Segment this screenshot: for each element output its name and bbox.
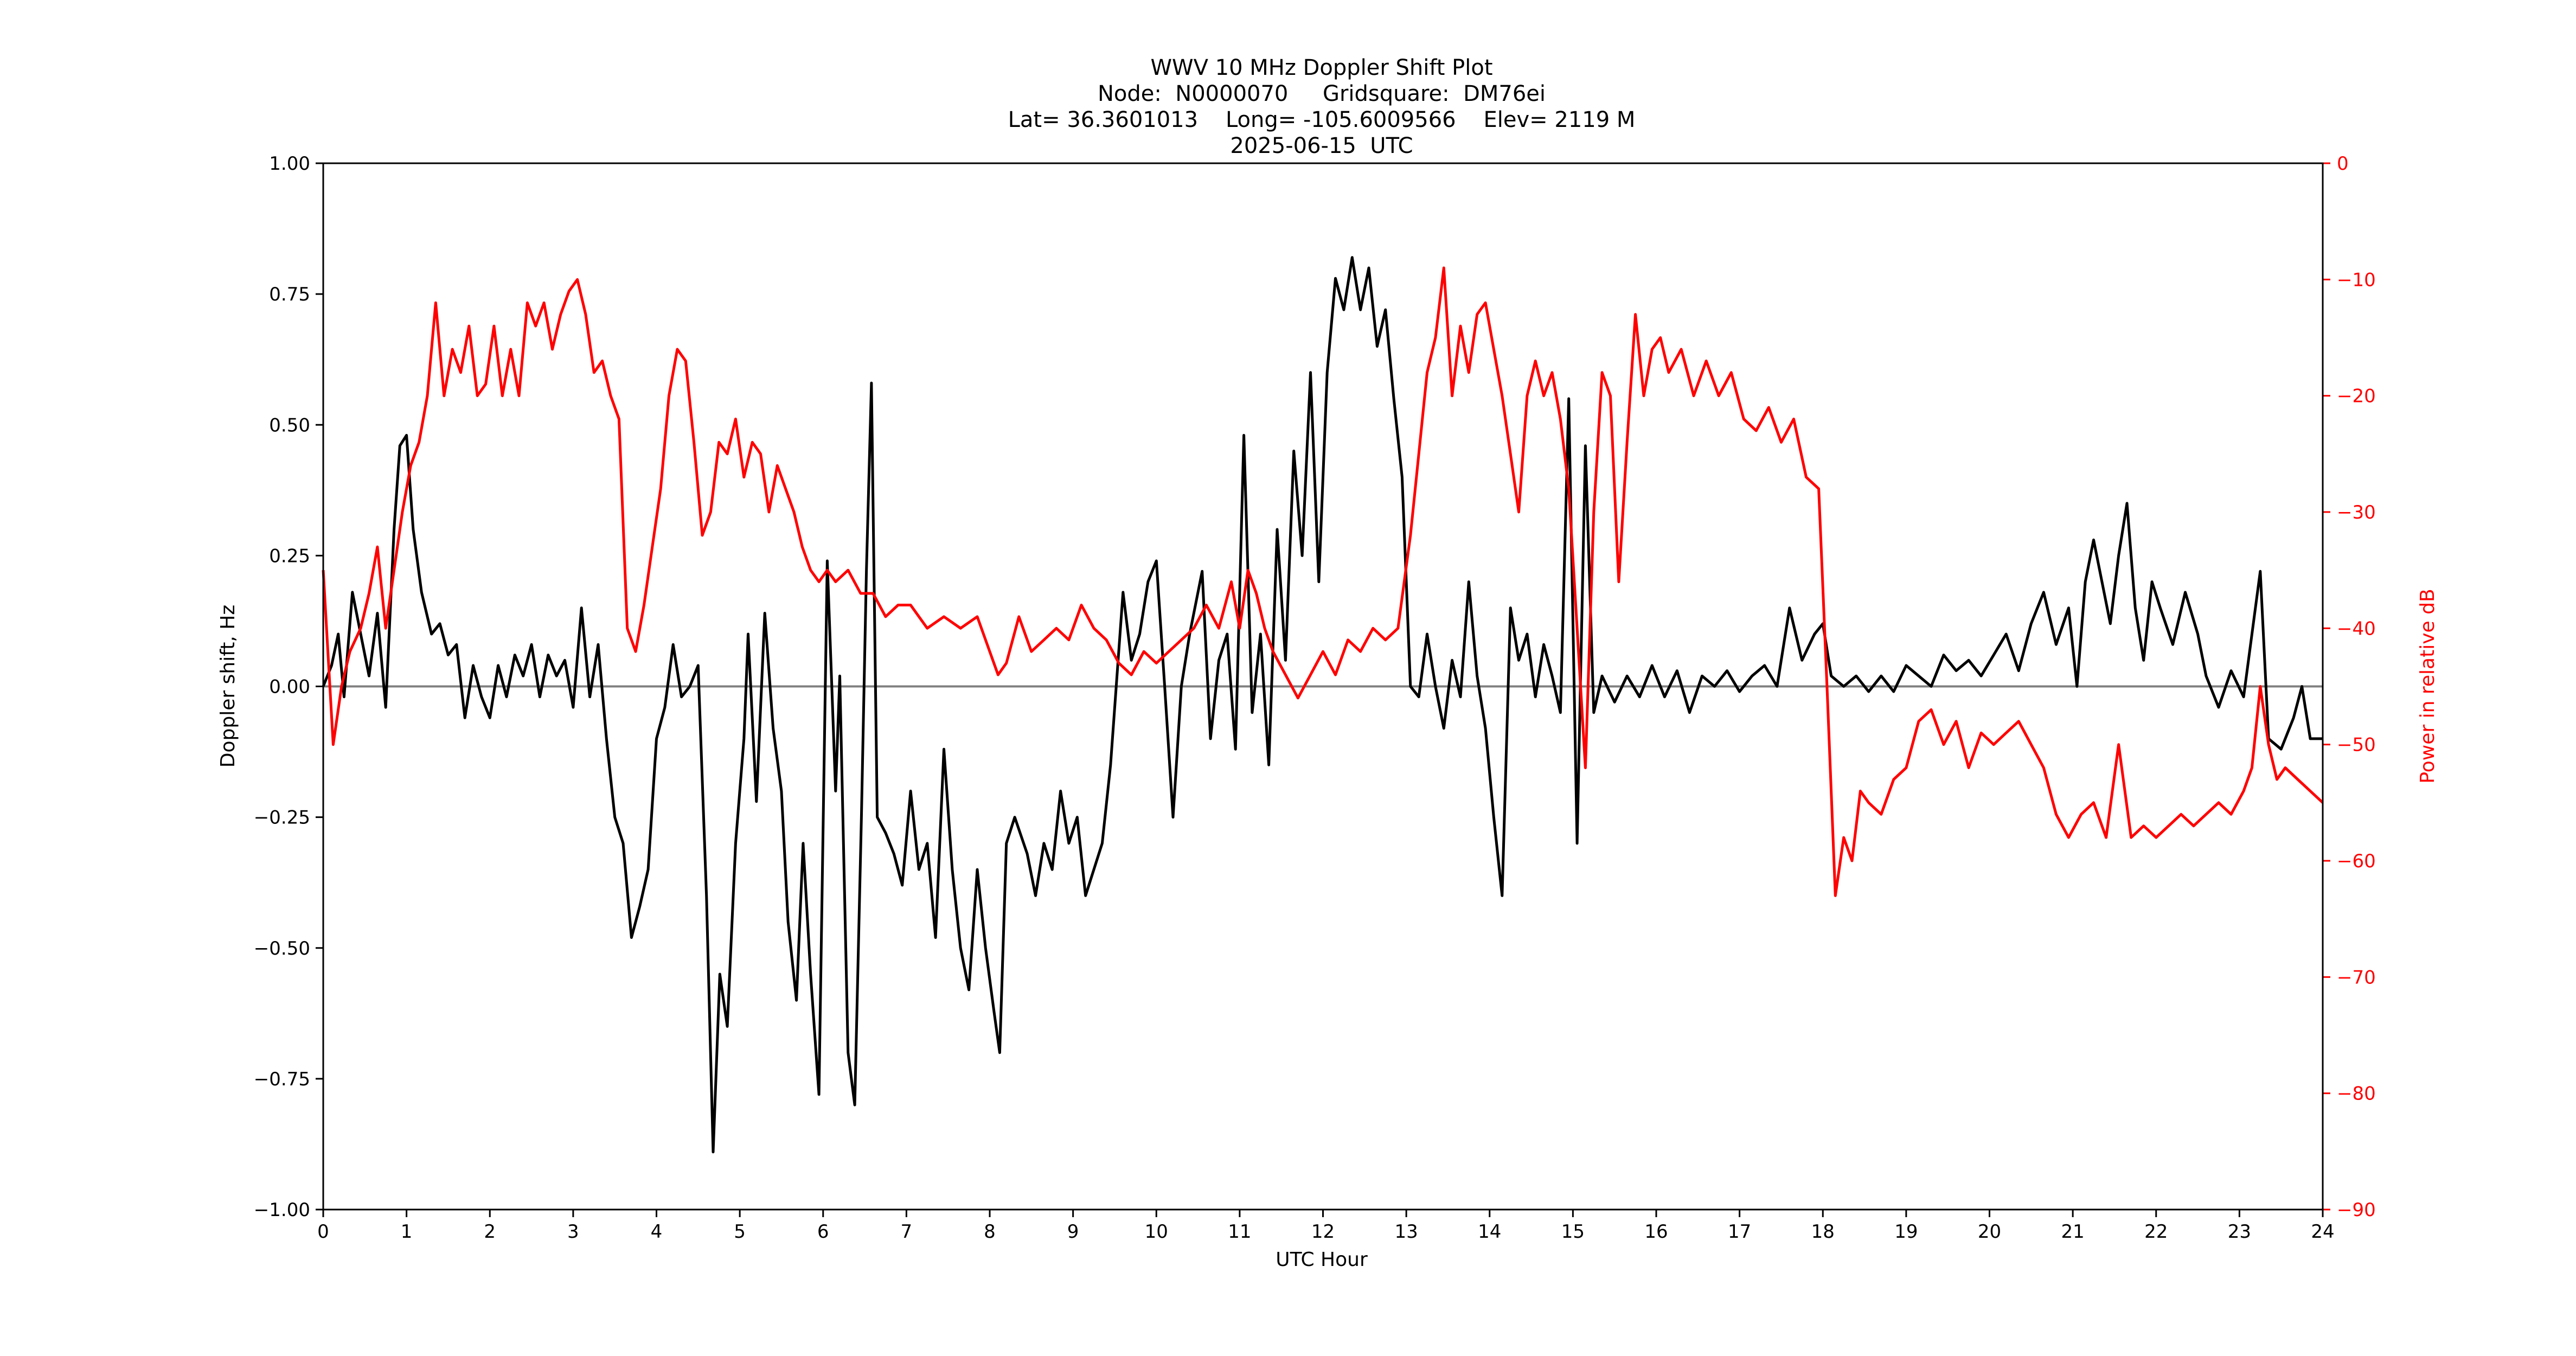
y-left-tick-label: 0.00	[269, 676, 310, 698]
x-tick-label: 15	[1561, 1221, 1585, 1243]
title-line-3: Lat= 36.3601013 Long= -105.6009566 Elev=…	[1008, 107, 1636, 132]
x-tick-label: 5	[734, 1221, 746, 1243]
y-left-tick-label: −0.75	[254, 1069, 310, 1090]
y-right-tick-label: −50	[2337, 734, 2376, 756]
y-left-axis-ticks: 1.00 0.75 0.50 0.25 0.00 −0.25 −0.50 −0.75 −1.00	[254, 153, 323, 1221]
x-tick-label: 0	[317, 1221, 329, 1243]
x-tick-label: 17	[1728, 1221, 1751, 1243]
x-tick-label: 10	[1145, 1221, 1168, 1243]
y-right-tick-label: −30	[2337, 502, 2376, 523]
y-right-tick-label: −80	[2337, 1083, 2376, 1105]
x-tick-label: 3	[567, 1221, 579, 1243]
y-left-tick-label: −0.25	[254, 807, 310, 829]
title-line-4: 2025-06-15 UTC	[1230, 133, 1413, 158]
x-tick-label: 1	[401, 1221, 413, 1243]
x-tick-label: 18	[1811, 1221, 1835, 1243]
x-tick-label: 11	[1228, 1221, 1251, 1243]
x-tick-label: 24	[2311, 1221, 2334, 1243]
y-right-tick-label: 0	[2337, 153, 2349, 175]
y-left-tick-label: 0.25	[269, 545, 310, 567]
y-left-tick-label: 1.00	[269, 153, 310, 175]
x-tick-label: 22	[2144, 1221, 2168, 1243]
y-right-axis-label: Power in relative dB	[2417, 589, 2439, 783]
x-tick-label: 4	[651, 1221, 663, 1243]
y-right-tick-label: −90	[2337, 1199, 2376, 1221]
x-tick-label: 23	[2228, 1221, 2251, 1243]
x-tick-label: 2	[484, 1221, 496, 1243]
title-line-2: Node: N0000070 Gridsquare: DM76ei	[1098, 81, 1546, 106]
x-tick-label: 16	[1644, 1221, 1668, 1243]
x-tick-label: 7	[901, 1221, 913, 1243]
y-left-axis-label: Doppler shift, Hz	[217, 605, 239, 767]
x-tick-label: 6	[817, 1221, 829, 1243]
power-line	[322, 266, 2324, 897]
y-right-tick-label: −10	[2337, 269, 2376, 291]
x-tick-label: 12	[1311, 1221, 1335, 1243]
x-axis-ticks: 0 1 2 3 4 5 6 7 8 9 10 11 12 13 14 15 16 17 18 19 20 21 22 23 24	[317, 1210, 2335, 1243]
y-right-tick-label: −40	[2337, 618, 2376, 639]
x-tick-label: 14	[1478, 1221, 1501, 1243]
x-axis-label: UTC Hour	[1276, 1249, 1368, 1271]
y-left-tick-label: 0.50	[269, 414, 310, 436]
y-right-tick-label: −20	[2337, 386, 2376, 407]
doppler-shift-line	[322, 256, 2323, 1154]
y-right-tick-label: −60	[2337, 850, 2376, 872]
y-left-tick-label: 0.75	[269, 284, 310, 305]
x-tick-label: 9	[1067, 1221, 1079, 1243]
x-tick-label: 20	[1978, 1221, 2001, 1243]
y-right-tick-label: −70	[2337, 967, 2376, 988]
y-right-axis-ticks: 0 −10 −20 −30 −40 −50 −60 −70 −80 −90	[2323, 153, 2376, 1221]
y-left-tick-label: −1.00	[254, 1199, 310, 1221]
x-tick-label: 13	[1394, 1221, 1418, 1243]
x-tick-label: 19	[1894, 1221, 1918, 1243]
x-tick-label: 21	[2061, 1221, 2084, 1243]
x-tick-label: 8	[984, 1221, 996, 1243]
y-left-tick-label: −0.50	[254, 938, 310, 960]
title-line-1: WWV 10 MHz Doppler Shift Plot	[1150, 55, 1492, 80]
chart-title: WWV 10 MHz Doppler Shift Plot Node: N000…	[1008, 55, 1636, 158]
